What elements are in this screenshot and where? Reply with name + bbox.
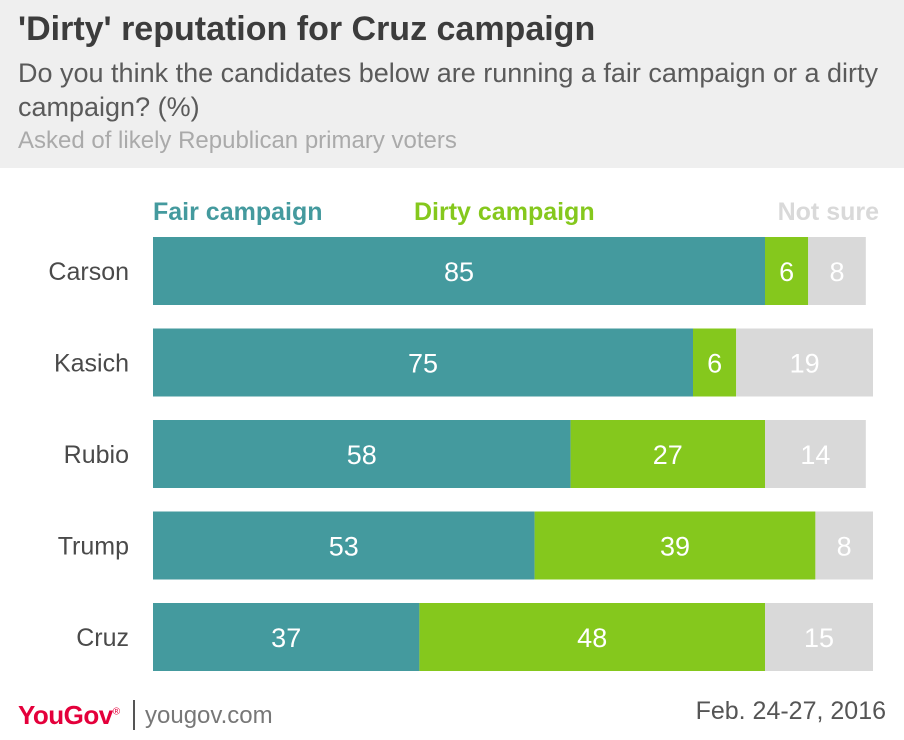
bar-trump-not-sure (815, 511, 873, 580)
category-label-trump: Trump (58, 533, 129, 561)
legend-dirty-campaign: Dirty campaign (414, 198, 595, 226)
data-label-rubio-fair: 58 (347, 440, 377, 470)
data-label-carson-fair: 85 (444, 257, 474, 287)
legend-fair-campaign: Fair campaign (153, 198, 323, 226)
data-label-trump-dirty: 39 (660, 532, 690, 562)
bar-cruz-fair (153, 603, 420, 671)
bar-rubio-fair (153, 420, 571, 488)
header-panel: 'Dirty' reputation for Cruz campaign Do … (0, 0, 904, 168)
data-label-cruz-not-sure: 15 (804, 623, 834, 653)
data-label-cruz-fair: 37 (271, 623, 301, 653)
bar-trump-fair (153, 511, 535, 580)
bar-kasich-dirty (693, 328, 737, 397)
data-label-rubio-dirty: 27 (653, 440, 683, 470)
category-label-carson: Carson (48, 258, 129, 286)
chart-title: 'Dirty' reputation for Cruz campaign (18, 10, 596, 48)
chart-note: Asked of likely Republican primary voter… (18, 127, 457, 154)
category-label-kasich: Kasich (54, 350, 129, 378)
chart-subtitle: Do you think the candidates below are ru… (18, 58, 878, 122)
bar-carson-not-sure (808, 237, 866, 305)
bar-rubio-not-sure (765, 420, 866, 488)
bar-kasich-not-sure (736, 328, 873, 397)
data-label-rubio-not-sure: 14 (800, 440, 830, 470)
footer-date: Feb. 24-27, 2016 (695, 697, 886, 725)
data-label-trump-fair: 53 (329, 532, 359, 562)
footer-site-link[interactable]: yougov.com (145, 702, 273, 729)
data-label-kasich-dirty: 6 (707, 349, 722, 379)
data-label-carson-dirty: 6 (779, 257, 794, 287)
footer-divider (133, 700, 135, 730)
data-label-cruz-dirty: 48 (577, 623, 607, 653)
bar-cruz-not-sure (765, 603, 873, 671)
category-label-rubio: Rubio (64, 441, 129, 469)
category-label-cruz: Cruz (76, 624, 129, 652)
legend-not-sure: Not sure (777, 198, 879, 226)
data-label-kasich-fair: 75 (408, 349, 438, 379)
data-label-trump-not-sure: 8 (837, 532, 852, 562)
bar-carson-fair (153, 237, 765, 305)
bar-carson-dirty (765, 237, 809, 305)
bar-kasich-fair (153, 328, 693, 397)
data-label-kasich-not-sure: 19 (790, 349, 820, 379)
bar-trump-dirty (534, 511, 816, 580)
data-label-carson-not-sure: 8 (829, 257, 844, 287)
yougov-logo: YouGov® (18, 700, 120, 730)
bar-cruz-dirty (419, 603, 765, 671)
bar-rubio-dirty (570, 420, 765, 488)
